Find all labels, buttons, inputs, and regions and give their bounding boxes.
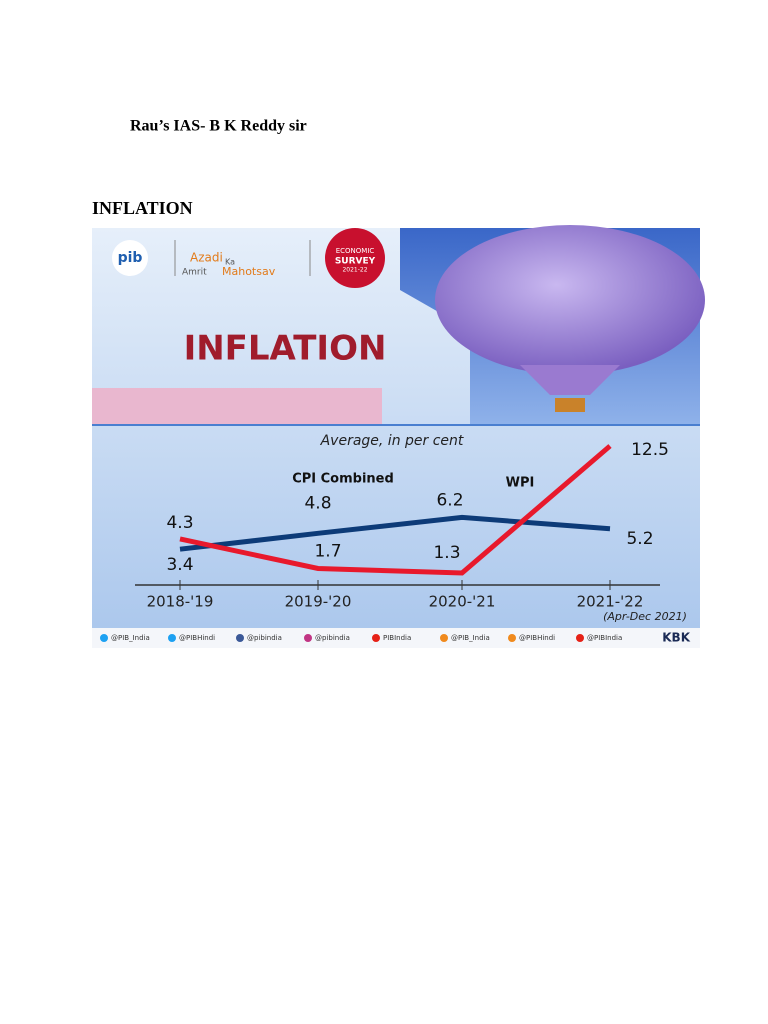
footer-bar: [92, 628, 700, 648]
x-tick-label: 2020-'21: [429, 593, 496, 611]
amrit-logo: Amrit: [182, 268, 207, 278]
pib-emblem: [112, 240, 148, 276]
credit: KBK: [662, 631, 690, 645]
basket: [555, 398, 585, 412]
handle: @pibindia: [315, 634, 350, 642]
data-label: 1.3: [433, 543, 460, 563]
handle-icon: [236, 634, 244, 642]
pib-logo: pib: [118, 250, 143, 266]
amrit-logo: Mahotsav: [222, 265, 276, 278]
handle-icon: [100, 634, 108, 642]
survey-logo: ECONOMIC: [336, 247, 375, 255]
handle: @pibindia: [247, 634, 282, 642]
handle-icon: [576, 634, 584, 642]
survey-logo: 2021-22: [342, 267, 367, 274]
header: Rau’s IAS- B K Reddy sir: [130, 118, 307, 135]
data-label: 4.3: [166, 513, 193, 533]
handle-icon: [372, 634, 380, 642]
handle: @PIBHindi: [519, 634, 555, 642]
handle: @PIBHindi: [179, 634, 215, 642]
category-note: (Apr-Dec 2021): [603, 610, 687, 623]
chart-subtitle: Average, in per cent: [320, 433, 464, 449]
heading: INFLATION: [92, 198, 193, 218]
banner-title: INFLATION: [184, 329, 387, 369]
amrit-logo: Azadi: [190, 251, 223, 265]
x-tick-label: 2019-'20: [285, 593, 352, 611]
handle-icon: [168, 634, 176, 642]
data-label: 4.8: [304, 493, 331, 513]
balloon: [435, 225, 705, 375]
survey-emblem: [325, 228, 385, 288]
data-label: 3.4: [166, 555, 193, 575]
data-label: 12.5: [631, 440, 669, 460]
handle: @PIB_India: [111, 634, 150, 642]
balloon-neck: [520, 365, 620, 395]
line: [179, 444, 612, 576]
amrit-logo: Ka: [225, 258, 235, 267]
handle-icon: [304, 634, 312, 642]
handle-icon: [508, 634, 516, 642]
line: [179, 514, 611, 552]
x-tick-label: 2018-'19: [147, 593, 214, 611]
series-label: WPI: [506, 476, 535, 491]
x-tick-label: 2021-'22: [577, 593, 644, 611]
data-label: 5.2: [626, 529, 653, 549]
data-label: 6.2: [436, 490, 463, 510]
handle: @PIB_India: [451, 634, 490, 642]
banknote: [92, 388, 382, 425]
handle: PIBIndia: [383, 634, 411, 642]
series-label: CPI Combined: [292, 472, 394, 487]
handle-icon: [440, 634, 448, 642]
data-label: 1.7: [314, 541, 341, 561]
survey-logo: SURVEY: [335, 257, 376, 267]
handles: @PIB_India @PIBHindi @pibindia @pibindia PIB…: [100, 634, 622, 642]
infographic: pib Azadi Ka Amrit Mahotsav ECONOMIC SUR…: [92, 225, 705, 648]
handle: @PIBIndia: [587, 634, 622, 642]
